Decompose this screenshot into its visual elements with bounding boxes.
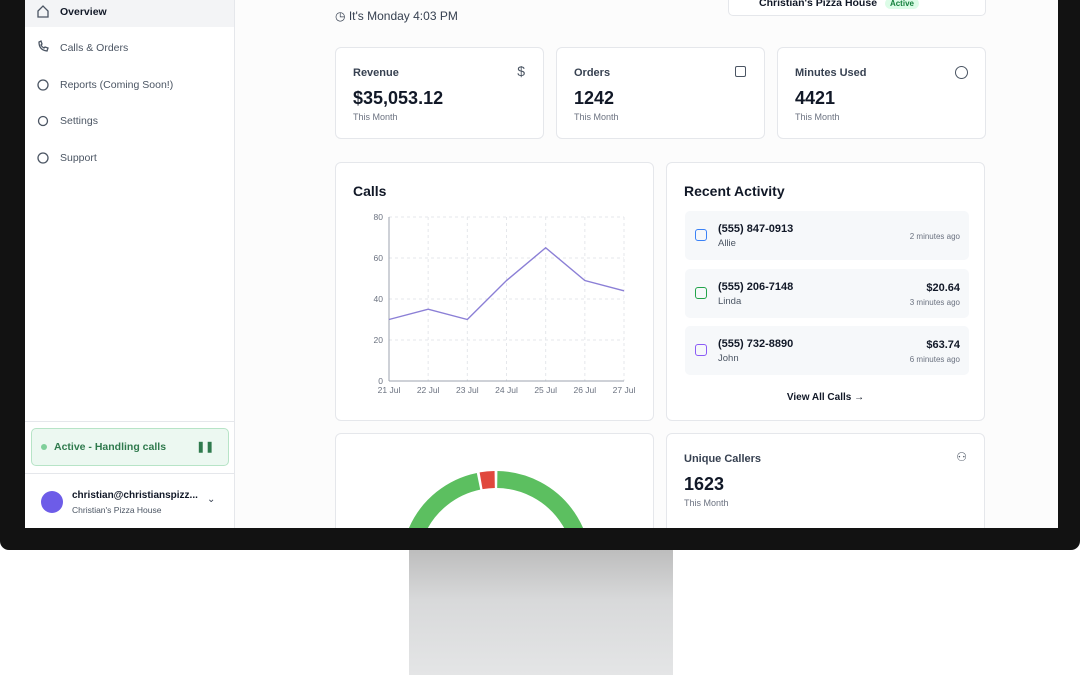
activity-time: 6 minutes ago [909, 355, 960, 364]
stat-period: This Month [353, 112, 398, 122]
location-select[interactable]: Christian's Pizza House Active [728, 0, 986, 16]
x-tick-label: 24 Jul [495, 385, 518, 395]
activity-name: Linda [718, 295, 742, 307]
status-text: Active - Handling calls [54, 441, 167, 453]
activity-time: 3 minutes ago [909, 297, 960, 307]
activity-icon [695, 229, 707, 241]
stat-card: Revenue $ $35,053.12 This Month [335, 47, 544, 139]
screen: Overview Calls & Orders Reports (Coming … [25, 0, 1058, 528]
user-business: Christian's Pizza House [72, 505, 162, 515]
activity-phone: (555) 206-7148 [718, 280, 794, 293]
activity-row: (555) 206-7148 Linda $20.64 3 minutes ago [685, 268, 969, 318]
subtitle-text: It's Monday 4:03 PM [348, 9, 458, 23]
users-icon: ⚇ [956, 450, 967, 464]
settings-icon [37, 115, 49, 127]
phone-icon [38, 40, 49, 52]
home-icon [37, 5, 49, 18]
activity-row: (555) 732-8890 John $63.74 6 minutes ago [685, 326, 969, 375]
sidebar: Overview Calls & Orders Reports (Coming … [25, 0, 235, 528]
pause-icon: ❚❚ [196, 441, 214, 453]
x-tick-label: 27 Jul [613, 385, 636, 395]
clock-icon [955, 66, 968, 79]
x-tick-label: 26 Jul [573, 385, 596, 395]
unique-card: Unique Callers ⚇ 1623 This Month [666, 433, 985, 528]
chart-title: Calls [353, 183, 387, 199]
activity-amount: $63.74 [926, 339, 960, 351]
line-series [388, 246, 625, 321]
divider [25, 421, 234, 422]
activity-card: Recent Activity (555) 847-0913 Allie 2 min… [666, 162, 985, 421]
view-all-link[interactable]: View All Calls → [786, 392, 865, 403]
activity-time: 2 minutes ago [909, 232, 960, 241]
status-box[interactable]: Active - Handling calls ❚❚ [31, 428, 229, 466]
activity-row: (555) 847-0913 Allie 2 minutes ago [685, 211, 969, 260]
activity-amount: $20.64 [926, 281, 960, 294]
monitor-stand [409, 550, 673, 675]
donut-card [335, 433, 654, 528]
stat-card: Orders 1242 This Month [556, 47, 765, 139]
y-tick-label: 20 [374, 335, 384, 345]
user-email: christian@christianspizz... [72, 490, 198, 501]
nav-item[interactable]: Settings [25, 106, 234, 136]
y-tick-label: 0 [378, 376, 383, 386]
donut-slice [409, 471, 584, 528]
dollar-icon: $ [517, 63, 525, 79]
location-status: Active [884, 0, 919, 9]
link-text: View All Calls [786, 392, 852, 403]
status-dot [41, 444, 47, 450]
nav-item[interactable]: Overview [25, 0, 234, 27]
divider [25, 473, 234, 474]
nav-label: Settings [60, 115, 98, 127]
nav-label: Reports (Coming Soon!) [60, 79, 174, 91]
stat-period: This Month [795, 112, 840, 122]
line-chart: 0 20 40 60 80 21 Jul 22 Jul 23 Jul 24 Jul 25 Jul 2… [374, 212, 636, 395]
stat-period: This Month [684, 498, 729, 508]
nav-label: Overview [60, 6, 107, 18]
stat-period: This Month [574, 112, 619, 122]
nav-item[interactable]: Reports (Coming Soon!) [25, 70, 234, 100]
avatar [41, 491, 63, 513]
activity-icon [695, 344, 707, 356]
stat-value: 4421 [795, 88, 836, 108]
nav-item[interactable]: Support [25, 143, 234, 173]
y-tick-label: 60 [374, 253, 384, 263]
report-icon [37, 79, 49, 91]
x-tick-label: 21 Jul [378, 385, 401, 395]
calls-card: Calls 0 20 40 60 80 21 Jul 22 Jul 23 Jul 24 Jul 2… [335, 162, 654, 421]
stat-card: Minutes Used 4421 This Month [777, 47, 986, 139]
activity-icon [695, 286, 707, 299]
stat-label: Unique Callers [684, 453, 762, 465]
donut-chart [409, 471, 584, 528]
support-icon [37, 152, 49, 164]
chevron[interactable]: ⌄ [207, 494, 216, 505]
x-tick-label: 23 Jul [456, 385, 479, 395]
nav-item[interactable]: Calls & Orders [25, 33, 234, 63]
stat-value: 1623 [684, 474, 725, 494]
nav-label: Calls & Orders [60, 42, 129, 54]
nav-icons [37, 5, 49, 164]
stat-label: Minutes Used [795, 67, 867, 79]
location-name: Christian's Pizza House [759, 0, 878, 9]
activity-phone: (555) 732-8890 [718, 338, 794, 350]
stat-label: Revenue [353, 67, 399, 79]
activity-title: Recent Activity [684, 183, 785, 199]
activity-phone: (555) 847-0913 [718, 223, 794, 235]
stat-value: $35,053.12 [353, 88, 444, 108]
y-tick-label: 40 [374, 294, 384, 304]
stat-value: 1242 [574, 88, 615, 108]
donut-slice [479, 471, 495, 490]
stat-label: Orders [574, 67, 611, 79]
subtitle: ◷ It's Monday 4:03 PM [335, 9, 458, 23]
activity-name: John [718, 353, 739, 364]
x-tick-label: 22 Jul [417, 385, 440, 395]
activity-name: Allie [718, 238, 736, 249]
bag-icon [735, 66, 746, 77]
y-tick-label: 80 [374, 212, 384, 222]
x-tick-label: 25 Jul [534, 385, 557, 395]
nav-label: Support [60, 152, 97, 164]
